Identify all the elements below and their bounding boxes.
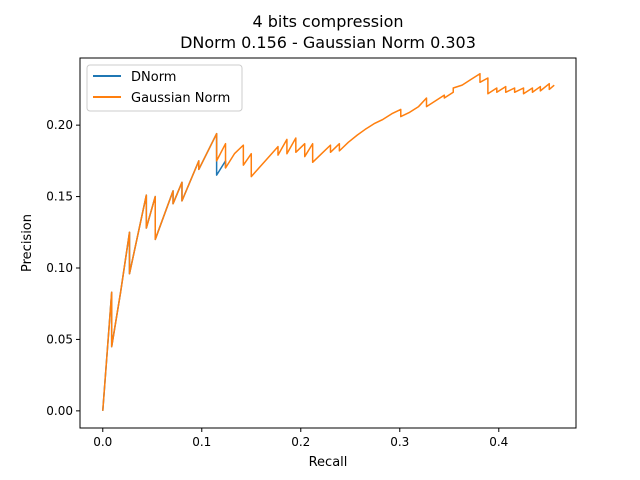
chart-subtitle: DNorm 0.156 - Gaussian Norm 0.303 xyxy=(180,33,476,52)
x-tick-label: 0.0 xyxy=(93,435,112,449)
series-line-dnorm xyxy=(102,132,227,411)
legend-label-dnorm: DNorm xyxy=(131,70,176,85)
y-tick-label: 0.15 xyxy=(46,190,73,204)
chart-title: 4 bits compression xyxy=(252,12,403,31)
axis-ticks: 0.0 0.1 0.2 0.3 0.4 0.00 0.05 0.10 0.15 0.20 xyxy=(46,118,508,449)
series-lines xyxy=(102,72,555,411)
legend: DNorm Gaussian Norm xyxy=(86,64,243,112)
plot-frame xyxy=(79,57,577,429)
x-tick-label: 0.4 xyxy=(489,435,508,449)
legend-label-gaussian-norm: Gaussian Norm xyxy=(131,91,230,106)
y-tick-label: 0.10 xyxy=(46,261,73,275)
y-tick-label: 0.05 xyxy=(46,332,73,346)
x-tick-label: 0.1 xyxy=(192,435,211,449)
x-tick-label: 0.2 xyxy=(291,435,310,449)
series-line-gaussian-norm xyxy=(102,72,555,411)
y-tick-label: 0.00 xyxy=(46,404,73,418)
x-tick-label: 0.3 xyxy=(390,435,409,449)
legend-box xyxy=(86,64,243,112)
y-axis-label: Precision xyxy=(20,214,35,272)
x-axis-label: Recall xyxy=(309,455,348,470)
y-tick-label: 0.20 xyxy=(46,118,73,132)
